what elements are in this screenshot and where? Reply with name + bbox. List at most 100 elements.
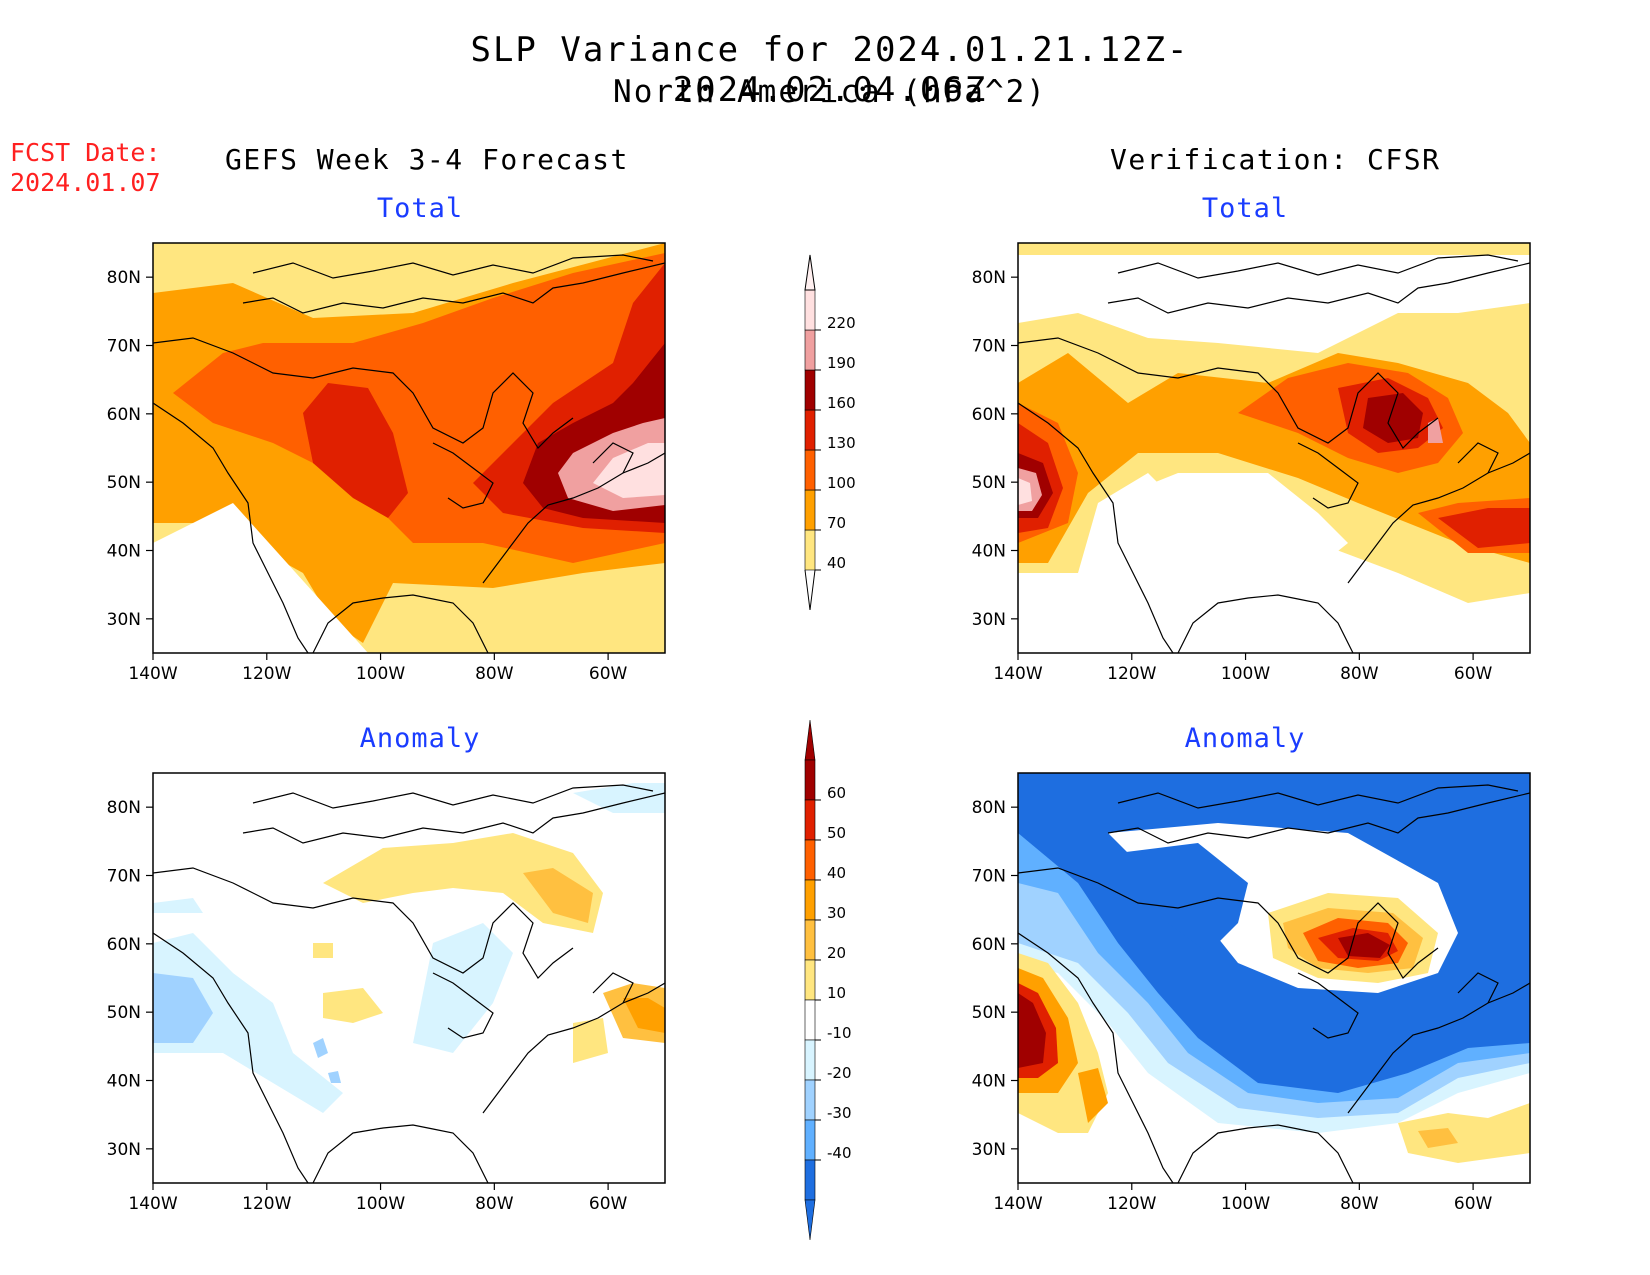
colorbar-total-label: 190 — [827, 354, 856, 372]
lon-tick-label: 100W — [1221, 1194, 1270, 1214]
panel-title-verif-anomaly: Anomaly — [1184, 723, 1306, 754]
anom-neg-inner — [1118, 843, 1248, 953]
anom-pos10-north — [323, 833, 603, 933]
colorbar-anomaly-label: 50 — [827, 824, 846, 842]
colorbar-anomaly-box — [804, 1039, 816, 1081]
colorbar-total-label: 70 — [827, 514, 846, 532]
lon-tick-label: 60W — [1454, 1194, 1493, 1214]
lat-tick-label: 40N — [107, 1072, 141, 1092]
lat-tick-label: 60N — [107, 935, 141, 955]
lon-axis: 140W 120W 100W 80W 60W — [128, 653, 628, 684]
map-frame — [1017, 242, 1531, 654]
lat-tick-label: 70N — [107, 337, 141, 357]
colorbar-anomaly-label: -10 — [827, 1024, 852, 1042]
lat-tick-label: 80N — [107, 798, 141, 818]
lat-tick-label: 70N — [107, 867, 141, 887]
contour-160 — [1018, 393, 1423, 518]
contour-40-southwest — [153, 503, 368, 653]
colorbar-anomaly-box — [804, 1159, 816, 1201]
colorbar-anomaly-bottom-arrow — [804, 1199, 816, 1241]
lat-tick-label: 60N — [972, 935, 1006, 955]
colorbar-anomaly-box — [804, 759, 816, 801]
panel-title-fcst-total: Total — [376, 193, 464, 224]
colorbar-anomaly-label: 10 — [827, 984, 846, 1002]
colorbar-total-box — [804, 289, 816, 331]
lon-tick-label: 120W — [1107, 1194, 1156, 1214]
colorbar-anomaly-box — [804, 1079, 816, 1121]
lat-tick-label: 50N — [107, 1003, 141, 1023]
colorbar-total-label: 130 — [827, 434, 856, 452]
lat-tick-label: 30N — [107, 610, 141, 630]
lat-tick-label: 80N — [972, 268, 1006, 288]
lon-axis: 140W 120W 100W 80W 60W — [128, 1183, 628, 1214]
lon-tick-label: 140W — [993, 664, 1042, 684]
lat-tick-label: 40N — [107, 542, 141, 562]
fcst-date-block: FCST Date: 2024.01.07 — [10, 138, 161, 198]
colorbar-anomaly-label: -40 — [827, 1144, 852, 1162]
colorbar-anomaly-label: -20 — [827, 1064, 852, 1082]
colorbar-anomaly-label: 60 — [827, 784, 846, 802]
colorbar-anomaly-box — [804, 839, 816, 881]
colorbar-bottom-arrow — [804, 569, 816, 611]
anom-neg10-west — [153, 933, 343, 1113]
map-frame — [152, 242, 666, 654]
map-verif-anomaly: 80N 70N 60N 50N 40N 30N 140W 120W 100W 80W 60W — [972, 772, 1531, 1214]
lat-axis: 80N 70N 60N 50N 40N 30N — [972, 268, 1018, 630]
lat-tick-label: 50N — [107, 473, 141, 493]
colorbar-total: 40 70 100 130 160 190 220 — [804, 254, 856, 611]
colorbar-total-label: 100 — [827, 474, 856, 492]
colorbar-anomaly-box — [804, 1119, 816, 1161]
colorbar-anomaly-box — [804, 959, 816, 1001]
map-fcst-total: 80N 70N 60N 50N 40N 30N 140W 120W 100W 80W 60W — [107, 242, 666, 684]
colorbar-anomaly-label: -30 — [827, 1104, 852, 1122]
lat-axis: 80N 70N 60N 50N 40N 30N — [107, 798, 153, 1160]
lat-tick-label: 80N — [107, 268, 141, 288]
anom-neg10-top — [153, 783, 665, 913]
lon-tick-label: 140W — [128, 1194, 177, 1214]
coastlines — [1018, 784, 1530, 1183]
lat-tick-label: 40N — [972, 542, 1006, 562]
map-verif-total: 80N 70N 60N 50N 40N 30N 140W 120W 100W 80W 60W — [972, 242, 1531, 684]
coastlines — [153, 784, 665, 1183]
colorbar-anomaly: 60 50 40 30 20 10 -10 -20 -30 -40 — [804, 719, 852, 1241]
anom-pos60 — [1338, 933, 1390, 958]
colorbar-total-box — [804, 409, 816, 451]
colorbar-anomaly-box — [804, 799, 816, 841]
anom-pos10-misc — [313, 943, 608, 1063]
colorbar-total-box — [804, 329, 816, 371]
anom-neg20-west — [153, 973, 341, 1083]
lat-tick-label: 50N — [972, 1003, 1006, 1023]
anom-neg10-mid — [413, 923, 513, 1053]
lon-tick-label: 100W — [356, 1194, 405, 1214]
contour-40-south — [383, 593, 665, 653]
lat-tick-label: 50N — [972, 473, 1006, 493]
lon-tick-label: 120W — [242, 1194, 291, 1214]
fcst-date-label: FCST Date: — [10, 138, 161, 167]
lon-tick-label: 120W — [1107, 664, 1156, 684]
lon-tick-label: 80W — [475, 664, 514, 684]
colorbar-total-label: 220 — [827, 314, 856, 332]
lat-tick-label: 60N — [107, 405, 141, 425]
map-fcst-anomaly: 80N 70N 60N 50N 40N 30N 140W 120W 100W 80W 60W — [107, 772, 666, 1214]
colorbar-top-arrow — [804, 254, 816, 291]
anom-pos-southeast-30 — [1418, 1128, 1458, 1148]
lon-tick-label: 60W — [589, 664, 628, 684]
lat-tick-label: 80N — [972, 798, 1006, 818]
colorbar-total-label: 40 — [827, 554, 846, 572]
lon-tick-label: 80W — [1340, 1194, 1379, 1214]
colorbar-total-box — [804, 449, 816, 491]
panel-title-verif-total: Total — [1201, 193, 1289, 224]
contour-220 — [1018, 478, 1032, 505]
coastlines — [153, 254, 665, 653]
anom-pos-southeast — [1398, 1103, 1530, 1163]
lat-axis: 80N 70N 60N 50N 40N 30N — [107, 268, 153, 630]
lat-tick-label: 70N — [972, 337, 1006, 357]
forecast-column-title: GEFS Week 3-4 Forecast — [225, 143, 629, 176]
contour-40-top — [1018, 243, 1530, 255]
panel-title-fcst-anomaly: Anomaly — [359, 723, 481, 754]
colorbar-total-label: 160 — [827, 394, 856, 412]
anom-pos30 — [623, 998, 665, 1033]
coastlines — [1018, 254, 1530, 653]
fcst-date-value: 2024.01.07 — [10, 168, 161, 197]
